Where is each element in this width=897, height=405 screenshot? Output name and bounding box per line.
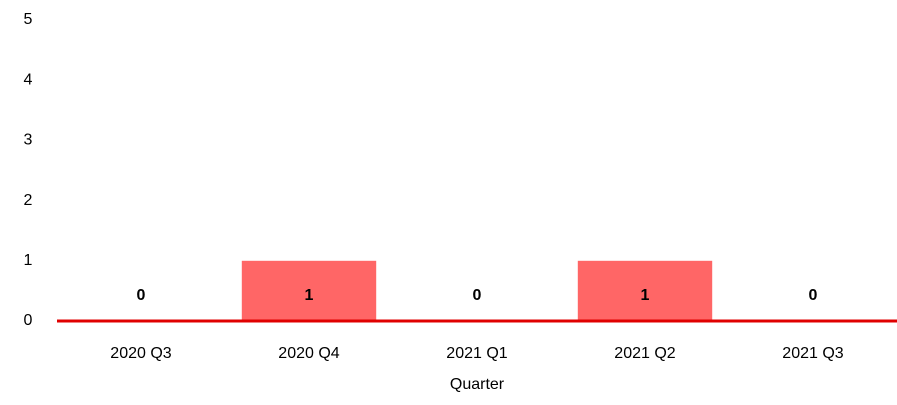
y-tick-label: 0 (24, 312, 33, 329)
x-tick-label: 2020 Q4 (278, 345, 339, 362)
y-tick-label: 2 (24, 192, 33, 209)
x-axis-label: Quarter (450, 376, 505, 393)
y-tick-label: 4 (24, 71, 33, 88)
bar (577, 260, 713, 321)
y-tick-label: 3 (24, 132, 33, 149)
bar (241, 260, 377, 321)
data-label: 1 (641, 287, 650, 304)
x-tick-label: 2021 Q3 (782, 345, 843, 362)
data-label: 1 (305, 287, 314, 304)
data-label: 0 (809, 287, 818, 304)
x-tick-label: 2021 Q2 (614, 345, 675, 362)
y-tick-label: 5 (24, 11, 33, 28)
data-label: 0 (473, 287, 482, 304)
x-tick-label: 2021 Q1 (446, 345, 507, 362)
y-tick-label: 1 (24, 252, 33, 269)
data-label: 0 (137, 287, 146, 304)
x-tick-label: 2020 Q3 (110, 345, 171, 362)
